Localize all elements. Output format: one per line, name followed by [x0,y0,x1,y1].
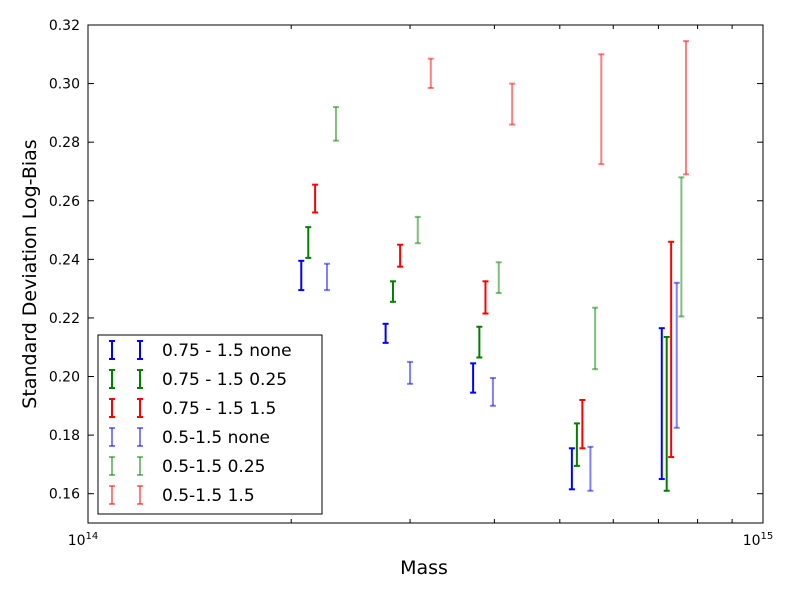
y-tick-label: 0.32 [49,18,80,34]
legend-label: 0.75 - 1.5 1.5 [162,399,276,419]
error-bar [427,57,434,89]
error-bar [324,262,331,292]
x-tick-exponent: 14 [86,531,99,542]
legend-marker [137,398,143,418]
error-bar [678,176,685,318]
y-tick-label: 0.22 [49,311,80,327]
legend-marker [137,485,143,505]
legend-frame [97,334,323,515]
x-tick-base: 10 [743,533,761,549]
error-bar-series [312,183,675,459]
error-bar [407,360,414,385]
x-tick-label: 1015 [743,531,774,549]
legend-marker [109,427,115,447]
error-bar [397,243,404,268]
error-bar [312,183,319,214]
error-bar [568,447,575,491]
error-bar-series [305,226,670,492]
error-bar [476,325,483,359]
legend: 0.75 - 1.5 none 0.75 - 1.5 0.25 0.75 - 1.5… [97,334,323,515]
error-bar-series [332,106,685,371]
error-bar-series [298,259,665,491]
legend-marker [109,456,115,476]
error-bar [673,281,680,429]
error-bar [663,335,670,492]
error-bar-series [427,40,690,176]
legend-label: 0.5-1.5 1.5 [162,486,255,506]
error-bar [579,398,586,450]
y-tick-label: 0.28 [49,135,80,151]
y-tick-label: 0.18 [49,428,80,444]
y-ticks: 0.16 0.18 0.20 0.22 0.24 0.26 0.28 0.30 0.32 [49,18,763,503]
x-tick-label: 1014 [68,531,99,549]
error-bar [414,215,421,245]
error-bar [305,226,312,259]
x-tick-base: 10 [68,533,86,549]
legend-label: 0.5-1.5 0.25 [162,457,265,477]
plot-frame [87,24,764,524]
legend-label: 0.5-1.5 none [162,428,270,448]
error-bar [495,261,502,295]
error-bar [668,240,675,459]
error-bars [298,40,690,492]
legend-marker [109,485,115,505]
legend-marker [137,427,143,447]
x-tick-exponent: 15 [761,531,774,542]
error-bar [298,259,305,292]
x-axis-title: Mass [400,557,448,579]
legend-marker [109,369,115,389]
error-bar [598,53,605,166]
error-bar [482,280,489,315]
y-tick-label: 0.30 [49,77,80,93]
error-bar [389,280,396,303]
error-bar [658,327,665,481]
legend-label: 0.75 - 1.5 0.25 [162,370,287,390]
legend-marker [137,456,143,476]
y-axis-title: Standard Deviation Log-Bias [19,139,41,408]
y-tick-label: 0.20 [49,370,80,386]
y-tick-label: 0.16 [49,487,80,503]
legend-marker [137,369,143,389]
legend-label: 0.75 - 1.5 none [162,341,292,361]
error-bar [587,445,594,492]
error-bar [470,362,477,394]
error-bar [489,376,496,407]
error-bar [509,82,516,126]
error-bar [573,422,580,467]
y-tick-label: 0.24 [49,252,80,268]
error-bar [382,322,389,344]
y-tick-label: 0.26 [49,194,80,210]
legend-marker [109,398,115,418]
error-bar-series [324,262,680,492]
legend-marker [137,340,143,360]
error-bar [332,106,339,142]
legend-entries: 0.75 - 1.5 none 0.75 - 1.5 0.25 0.75 - 1.5… [109,340,292,506]
legend-marker [109,340,115,360]
error-bar [683,40,690,176]
error-bar [592,306,599,371]
